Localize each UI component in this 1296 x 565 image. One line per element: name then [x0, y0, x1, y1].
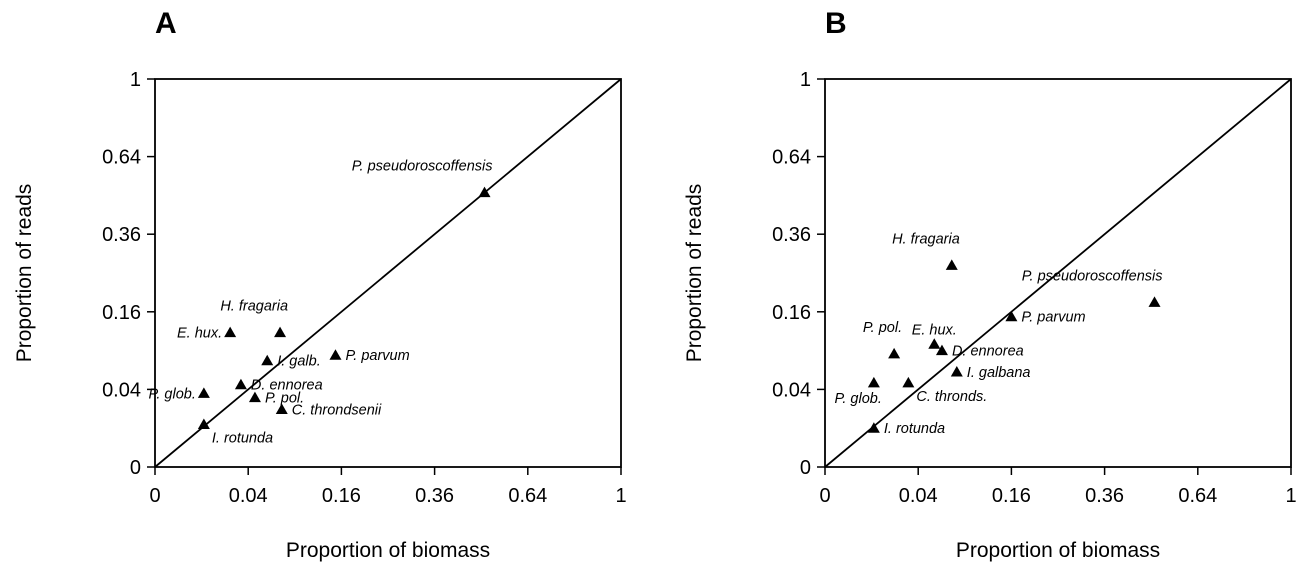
- x-tick-label: 0.04: [229, 485, 268, 507]
- data-point-marker: [867, 422, 880, 433]
- y-axis-title-a: Proportion of reads: [13, 184, 36, 363]
- y-axis-title-b: Proportion of reads: [683, 184, 706, 363]
- axis-ticks-b: 00 0.04 0.04 0.16 0.16 0.36 0.36 0.64 0.64 1 1: [772, 69, 1296, 507]
- data-point-marker: [935, 344, 948, 356]
- data-point-label: I. rotunda: [212, 430, 273, 446]
- x-tick-label: 1: [1285, 485, 1296, 507]
- identity-line: [154, 78, 622, 468]
- data-points-b: H. fragaria P. pseudoroscoffensis P. parvu…: [835, 231, 1163, 437]
- x-axis-title-a: Proportion of biomass: [286, 539, 490, 562]
- axis-ticks-a: 00 0.04 0.04 0.16 0.16 0.36 0.36 0.64 0.64 1 1: [102, 69, 627, 507]
- y-tick-label: 0.16: [102, 302, 141, 324]
- x-tick-label: 0.04: [899, 485, 938, 507]
- panel-letter-a: A: [155, 7, 177, 40]
- data-point-label: I. rotunda: [884, 421, 945, 437]
- x-tick-label: 0: [149, 485, 160, 507]
- data-point-marker: [248, 391, 261, 403]
- x-tick-label: 1: [615, 485, 626, 507]
- data-point-marker: [197, 418, 210, 429]
- data-point-marker: [945, 259, 958, 270]
- data-point-label: I. galbana: [967, 365, 1031, 381]
- data-point-marker: [1148, 296, 1161, 307]
- x-tick-label: 0.64: [508, 485, 547, 507]
- plot-frame-b: [824, 78, 1292, 468]
- y-tick-label: 0.36: [102, 224, 141, 246]
- data-point-label: E. hux.: [177, 326, 222, 342]
- data-point-label: H. fragaria: [220, 299, 288, 315]
- x-tick-label: 0: [819, 485, 830, 507]
- y-tick-label: 0: [800, 457, 811, 479]
- data-point-label: P. pseudoroscoffensis: [1022, 268, 1163, 284]
- y-tick-label: 0.64: [772, 147, 811, 169]
- data-point-label: P. pol.: [265, 391, 304, 407]
- y-tick-label: 0: [130, 457, 141, 479]
- data-point-marker: [478, 186, 491, 198]
- y-tick-label: 0.64: [102, 147, 141, 169]
- data-point-label: P. glob.: [835, 391, 882, 407]
- data-point-label: D. ennorea: [952, 344, 1024, 360]
- data-point-label: E. hux.: [912, 322, 957, 338]
- identity-line: [824, 78, 1292, 468]
- data-point-marker: [888, 347, 901, 359]
- y-tick-label: 1: [800, 69, 811, 91]
- data-point-marker: [261, 354, 274, 366]
- y-tick-label: 0.04: [102, 379, 141, 401]
- x-tick-label: 0.36: [1085, 485, 1124, 507]
- data-point-marker: [275, 403, 288, 414]
- data-point-marker: [1005, 310, 1018, 322]
- data-points-a: P. pseudoroscoffensis H. fragaria E. hux. P…: [149, 159, 493, 447]
- y-tick-label: 1: [130, 69, 141, 91]
- data-point-label: P. parvum: [1021, 310, 1085, 326]
- reference-line-b: [824, 78, 1292, 468]
- data-point-label: P. glob.: [149, 386, 196, 402]
- x-tick-label: 0.36: [415, 485, 454, 507]
- data-point-marker: [197, 387, 210, 398]
- panel-b: B Proportion of biomass Proportion of re…: [683, 7, 1296, 562]
- data-point-label: H. fragaria: [892, 231, 960, 247]
- y-tick-label: 0.36: [772, 224, 811, 246]
- x-axis-title-b: Proportion of biomass: [956, 539, 1160, 562]
- data-point-label: C. thronds.: [916, 389, 987, 405]
- reference-line-a: [154, 78, 622, 468]
- y-tick-label: 0.04: [772, 379, 811, 401]
- panel-letter-b: B: [825, 7, 847, 40]
- data-point-marker: [950, 365, 963, 377]
- data-point-marker: [234, 378, 247, 390]
- data-point-marker: [867, 376, 880, 388]
- data-point-label: P. pseudoroscoffensis: [352, 159, 493, 175]
- panel-a: A Proportion of biomass Proportion of re…: [13, 7, 627, 562]
- x-tick-label: 0.16: [322, 485, 361, 507]
- data-point-marker: [224, 326, 237, 338]
- data-point-marker: [274, 326, 287, 338]
- data-point-marker: [902, 376, 915, 388]
- data-point-label: I. galb.: [277, 354, 321, 370]
- data-point-marker: [329, 349, 342, 360]
- x-tick-label: 0.16: [992, 485, 1031, 507]
- data-point-label: D. ennorea: [251, 378, 323, 394]
- data-point-label: P. pol.: [863, 320, 902, 336]
- data-point-label: C. throndsenii: [292, 402, 382, 418]
- data-point-label: P. parvum: [345, 348, 409, 364]
- y-tick-label: 0.16: [772, 302, 811, 324]
- x-tick-label: 0.64: [1178, 485, 1217, 507]
- plot-frame-a: [154, 78, 622, 468]
- data-point-marker: [928, 338, 941, 349]
